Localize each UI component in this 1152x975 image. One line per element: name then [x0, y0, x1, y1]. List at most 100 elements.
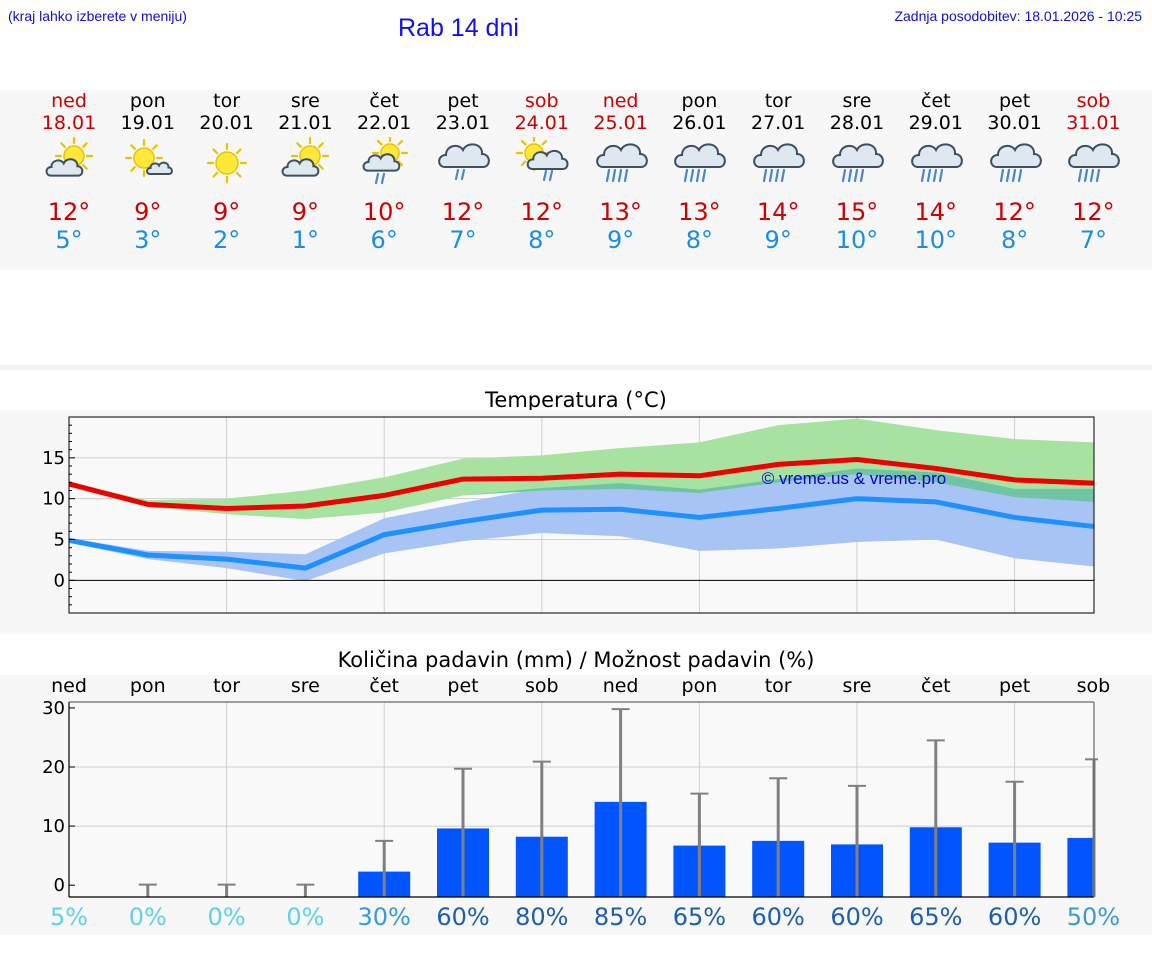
day-date: 20.01: [199, 112, 254, 134]
day-column: tor 20.01 9° 2°: [187, 90, 267, 254]
day-name: pon: [681, 90, 718, 112]
day-date: 18.01: [41, 112, 97, 134]
daily-forecast: ned 18.01 12° 5° pon 19.01 9° 3° tor 20.01 9° 2° sre…: [0, 90, 1152, 270]
day-column: sob 24.01 12° 8°: [502, 90, 582, 254]
max-temp: 9°: [291, 198, 320, 226]
x-category-label: čet: [921, 675, 951, 697]
precip-probability: 60%: [987, 903, 1042, 931]
cloud-heavy-rain-icon: [910, 143, 963, 183]
x-category-label: sre: [842, 675, 872, 697]
max-temp: 12°: [993, 198, 1036, 226]
x-category-label: sob: [1076, 675, 1111, 697]
day-column: sob 31.01 12° 7°: [1053, 90, 1133, 254]
watermark: © vreme.us & vreme.pro: [762, 469, 946, 488]
precip-probability: 0%: [128, 903, 167, 931]
y-tick-label: 5: [54, 530, 65, 551]
day-name: sre: [290, 90, 320, 112]
cloud-heavy-rain-icon: [989, 143, 1042, 183]
forecast-strip: [0, 90, 1152, 270]
x-category-label: ned: [51, 675, 87, 697]
min-temp: 5°: [55, 226, 83, 254]
day-date: 22.01: [356, 112, 412, 134]
day-date: 25.01: [593, 112, 648, 134]
precip-probability: 0%: [286, 903, 325, 931]
sun-cloud-icon: [281, 137, 330, 177]
sun-icon: [206, 142, 247, 184]
day-date: 31.01: [1066, 112, 1121, 134]
day-column: čet 29.01 14° 10°: [896, 90, 976, 254]
max-range-band: [69, 418, 1094, 520]
max-temp: 14°: [914, 198, 958, 226]
day-date: 28.01: [829, 112, 885, 134]
y-tick-label: 20: [42, 757, 65, 778]
cloud-heavy-rain-icon: [1068, 143, 1121, 183]
precip-probability: 60%: [830, 903, 884, 931]
x-category-label: pet: [998, 675, 1031, 697]
sun-cloud-icon: [45, 137, 94, 177]
day-name: ned: [51, 90, 87, 112]
day-column: pet 23.01 12° 7°: [423, 90, 503, 254]
min-temp: 2°: [212, 226, 241, 254]
sun-cloud-rain-icon: [515, 137, 569, 182]
y-tick-label: 0: [54, 570, 65, 591]
min-temp: 7°: [1079, 226, 1108, 254]
last-update: Zadnja posodobitev: 18.01.2026 - 10:25: [894, 8, 1142, 24]
precip-probability: 30%: [357, 903, 411, 931]
day-column: sre 28.01 15° 10°: [817, 90, 897, 254]
x-category-label: sob: [525, 675, 559, 697]
precip-probability: 5%: [49, 903, 89, 931]
day-column: pon 26.01 13° 8°: [659, 90, 739, 254]
y-tick-label: 10: [42, 816, 65, 837]
max-temp: 15°: [835, 198, 879, 226]
day-column: čet 22.01 10° 6°: [344, 90, 424, 254]
precip-probability: 0%: [207, 903, 246, 931]
day-name: pet: [998, 90, 1031, 112]
max-temp: 13°: [599, 198, 642, 226]
precip-probability: 80%: [515, 903, 569, 931]
day-name: ned: [602, 90, 639, 112]
temperature-chart: 0 5 10 15 © vreme.us & vreme.pro: [42, 416, 1095, 614]
day-date: 23.01: [435, 112, 491, 134]
x-category-label: sre: [290, 675, 320, 697]
y-tick-label: 0: [54, 875, 65, 896]
max-temp: 14°: [756, 198, 800, 226]
min-temp: 1°: [291, 226, 320, 254]
min-temp: 9°: [764, 226, 792, 254]
max-temp-line: [68, 456, 1094, 511]
min-temp: 8°: [685, 226, 714, 254]
precip-bar: [1067, 837, 1094, 897]
day-name: tor: [213, 90, 241, 112]
day-name: sre: [842, 90, 872, 112]
precip-probability: 85%: [593, 903, 648, 931]
precipitation-chart-title: Količina padavin (mm) / Možnost padavin …: [337, 648, 815, 672]
day-column: ned 25.01 13° 9°: [581, 90, 661, 254]
precipitation-chart: 0 10 20 30: [42, 698, 1098, 898]
y-tick-label: 15: [42, 448, 65, 469]
day-name: pet: [447, 90, 479, 112]
sun-rain-icon: [362, 137, 409, 185]
min-temp: 3°: [134, 226, 162, 254]
min-temp: 9°: [606, 226, 635, 254]
day-date: 26.01: [672, 112, 727, 134]
day-date: 24.01: [514, 112, 569, 134]
precip-probability: 60%: [751, 903, 805, 931]
max-temp: 13°: [678, 198, 721, 226]
precip-probability: 65%: [909, 903, 963, 931]
page-title: Rab 14 dni: [398, 14, 519, 42]
x-category-label: čet: [369, 675, 399, 697]
x-category-label: pet: [447, 675, 479, 697]
day-date: 29.01: [908, 112, 963, 134]
max-temp: 12°: [520, 198, 564, 226]
day-name: čet: [369, 90, 399, 112]
day-name: sob: [525, 90, 559, 112]
max-temp: 9°: [212, 198, 241, 226]
y-minor-ticks: [69, 424, 75, 606]
x-category-label: tor: [213, 675, 241, 697]
min-temp: 6°: [370, 226, 398, 254]
precip-probability: 50%: [1066, 903, 1121, 931]
cloud-heavy-rain-icon: [595, 143, 648, 183]
min-temp: 8°: [1000, 226, 1029, 254]
y-tick-label: 10: [42, 489, 65, 510]
max-temp: 12°: [1072, 198, 1115, 226]
x-category-label: pon: [129, 675, 166, 697]
